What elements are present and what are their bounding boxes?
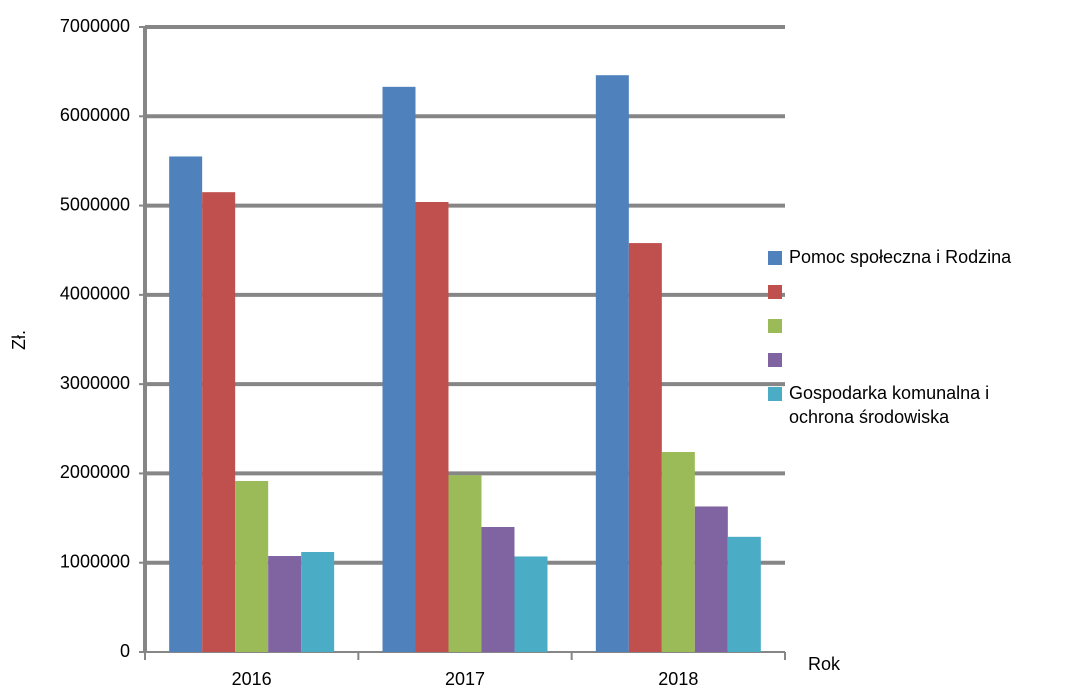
- y-tick-label: 6000000: [60, 105, 130, 125]
- bar: [301, 552, 335, 652]
- legend-swatch: [768, 285, 782, 299]
- y-tick-label: 1000000: [60, 551, 130, 571]
- legend-swatch: [768, 251, 782, 265]
- y-tick-label: 4000000: [60, 284, 130, 304]
- x-tick-label: 2016: [232, 669, 272, 689]
- legend-label: Pomoc społeczna i Rodzina: [789, 247, 1012, 267]
- y-tick-label: 3000000: [60, 373, 130, 393]
- legend-label: Gospodarka komunalna i ochrona środowiska: [789, 383, 989, 427]
- legend-swatch: [768, 387, 782, 401]
- bar: [694, 506, 728, 652]
- y-tick-label: 5000000: [60, 194, 130, 214]
- bar: [661, 452, 695, 652]
- legend-swatch: [768, 353, 782, 367]
- legend-swatch: [768, 319, 782, 333]
- bar: [481, 527, 515, 652]
- x-tick-label: 2018: [658, 669, 698, 689]
- y-tick-label: 2000000: [60, 462, 130, 482]
- legend-line: ochrona środowiska: [789, 407, 950, 427]
- bar: [268, 556, 302, 652]
- legend-line: Gospodarka komunalna i: [789, 383, 989, 403]
- bar: [202, 192, 236, 652]
- legend-line: Pomoc społeczna i Rodzina: [789, 247, 1012, 267]
- bar: [169, 156, 203, 652]
- y-tick-label: 0: [120, 641, 130, 661]
- bar: [415, 202, 449, 652]
- y-axis-label: Zł.: [9, 330, 29, 350]
- x-tick-label: 2017: [445, 669, 485, 689]
- bar: [382, 86, 416, 653]
- bar: [595, 75, 629, 652]
- x-axis-label: Rok: [808, 654, 841, 674]
- bar: [448, 475, 482, 652]
- bar: [628, 243, 662, 653]
- bar: [727, 536, 761, 652]
- bar: [514, 556, 548, 652]
- bar: [235, 481, 269, 652]
- y-tick-label: 7000000: [60, 16, 130, 36]
